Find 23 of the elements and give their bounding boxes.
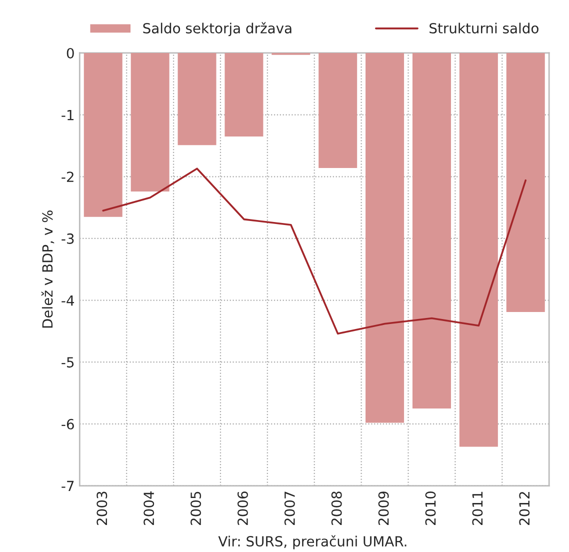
x-tick-label: 2003 <box>96 492 108 525</box>
x-tick-label: 2005 <box>190 492 202 525</box>
y-tick-label: -7 <box>62 480 74 492</box>
text: Vir: SURS, preračuni UMAR. <box>218 535 406 550</box>
y-tick-label: 0 <box>66 48 74 58</box>
x-tick-label: 2008 <box>331 492 342 525</box>
x-tick-label: 2010 <box>425 492 436 525</box>
y-tick-label: -4 <box>62 295 74 306</box>
legend-label: Saldo sektorja država <box>143 22 292 36</box>
y-tick-label: -1 <box>62 110 74 120</box>
y-tick-label: -2 <box>62 172 74 182</box>
x-tick-label: 2009 <box>378 492 389 525</box>
y-axis-title: Delež v BDP, v % <box>41 210 54 328</box>
y-tick-label: -3 <box>62 233 74 244</box>
x-tick-label: 2011 <box>472 492 483 525</box>
legend-label: Strukturni saldo <box>430 22 538 34</box>
x-tick-label: 2004 <box>144 491 154 525</box>
line-series <box>102 168 527 335</box>
y-tick-label: -5 <box>62 357 74 368</box>
x-tick-label: 2006 <box>237 491 248 525</box>
x-tick-label: 2012 <box>519 492 530 525</box>
y-tick-label: -6 <box>62 418 74 430</box>
x-tick-label: 2007 <box>284 492 295 525</box>
